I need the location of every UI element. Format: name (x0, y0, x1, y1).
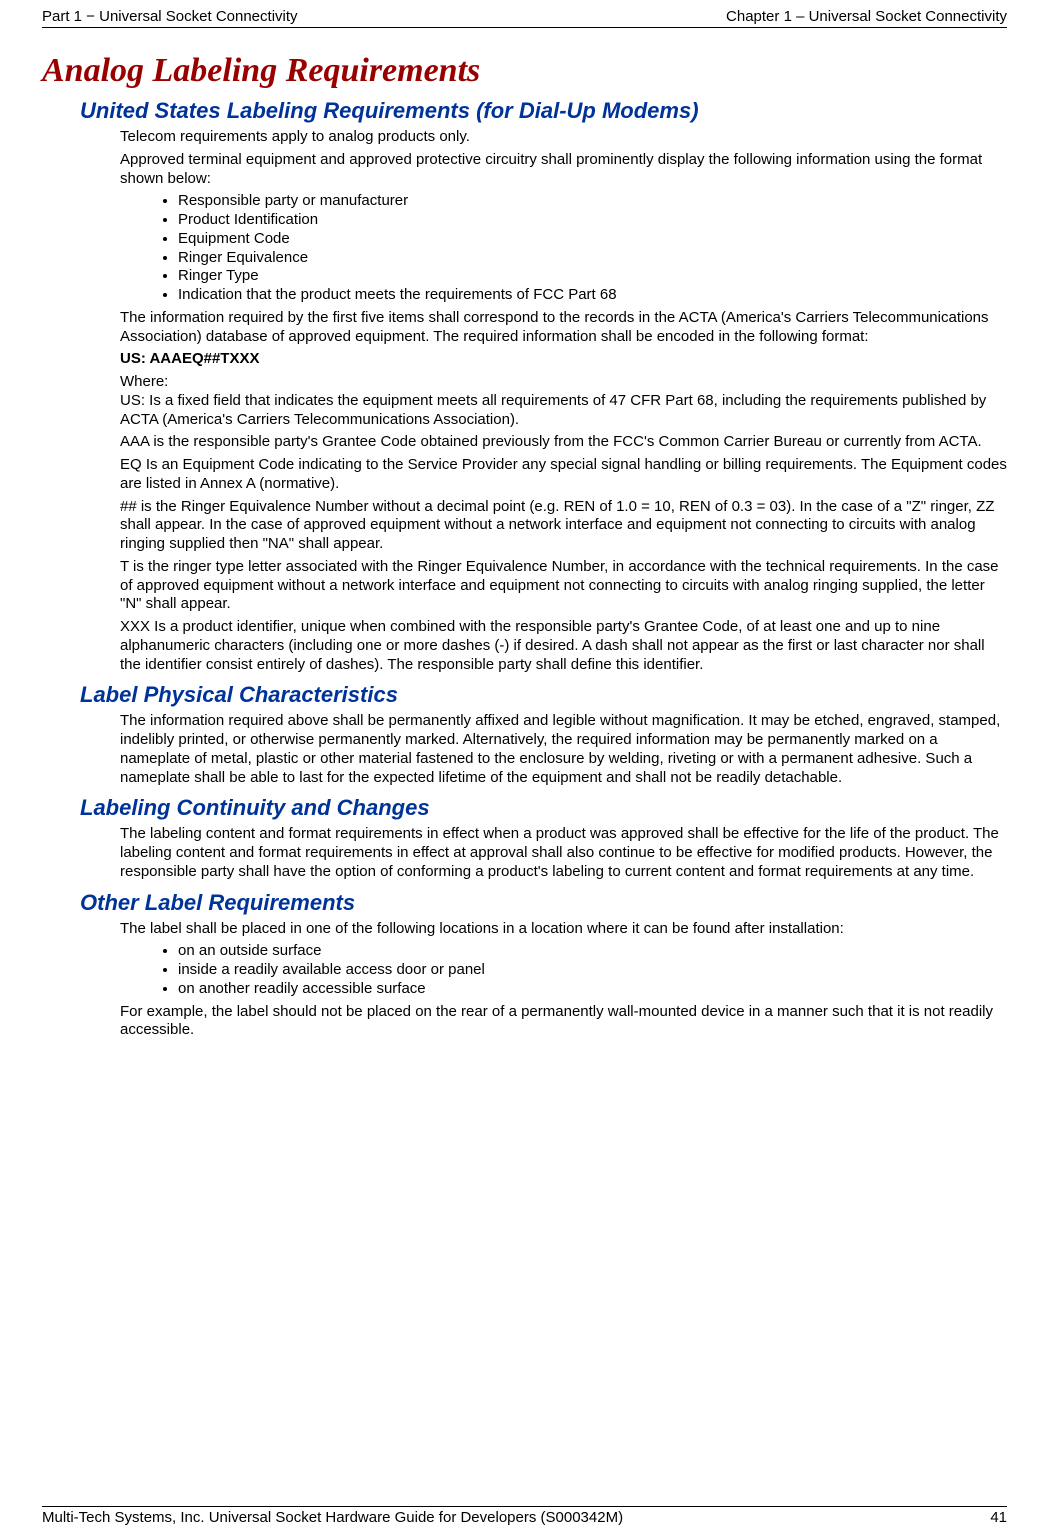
list-item: on an outside surface (178, 942, 1007, 961)
list-item: Responsible party or manufacturer (178, 192, 1007, 211)
list-item: inside a readily available access door o… (178, 961, 1007, 980)
page-header: Part 1 − Universal Socket Connectivity C… (42, 0, 1007, 28)
list-item: Indication that the product meets the re… (178, 286, 1007, 305)
list-item: Ringer Type (178, 267, 1007, 286)
para: The label shall be placed in one of the … (120, 920, 1007, 939)
header-left: Part 1 − Universal Socket Connectivity (42, 8, 298, 25)
para: US: Is a fixed field that indicates the … (120, 392, 1007, 430)
para: The labeling content and format requirem… (120, 825, 1007, 881)
heading-physical-characteristics: Label Physical Characteristics (80, 682, 1007, 708)
heading-continuity-changes: Labeling Continuity and Changes (80, 795, 1007, 821)
para: XXX Is a product identifier, unique when… (120, 618, 1007, 674)
para: ## is the Ringer Equivalence Number with… (120, 498, 1007, 554)
footer-page-number: 41 (990, 1509, 1007, 1526)
footer-left: Multi-Tech Systems, Inc. Universal Socke… (42, 1509, 623, 1526)
para: The information required above shall be … (120, 712, 1007, 787)
section-physical-characteristics: The information required above shall be … (120, 712, 1007, 787)
heading-other-requirements: Other Label Requirements (80, 890, 1007, 916)
section-us-requirements: Telecom requirements apply to analog pro… (120, 128, 1007, 674)
list-item: on another readily accessible surface (178, 980, 1007, 999)
para: The information required by the first fi… (120, 309, 1007, 347)
where-label: Where: (120, 373, 1007, 392)
para: For example, the label should not be pla… (120, 1003, 1007, 1041)
page: Part 1 − Universal Socket Connectivity C… (0, 0, 1049, 1540)
location-bullet-list: on an outside surface inside a readily a… (120, 942, 1007, 998)
list-item: Ringer Equivalence (178, 249, 1007, 268)
format-bullet-list: Responsible party or manufacturer Produc… (120, 192, 1007, 305)
section-continuity-changes: The labeling content and format requirem… (120, 825, 1007, 881)
list-item: Product Identification (178, 211, 1007, 230)
para: Approved terminal equipment and approved… (120, 151, 1007, 189)
header-right: Chapter 1 – Universal Socket Connectivit… (726, 8, 1007, 25)
encoding-format: US: AAAEQ##TXXX (120, 350, 1007, 369)
para: Telecom requirements apply to analog pro… (120, 128, 1007, 147)
heading-1: Analog Labeling Requirements (42, 52, 1007, 90)
para: T is the ringer type letter associated w… (120, 558, 1007, 614)
section-other-requirements: The label shall be placed in one of the … (120, 920, 1007, 1041)
heading-us-requirements: United States Labeling Requirements (for… (80, 98, 1007, 124)
page-footer: Multi-Tech Systems, Inc. Universal Socke… (42, 1506, 1007, 1526)
para: EQ Is an Equipment Code indicating to th… (120, 456, 1007, 494)
list-item: Equipment Code (178, 230, 1007, 249)
para: AAA is the responsible party's Grantee C… (120, 433, 1007, 452)
